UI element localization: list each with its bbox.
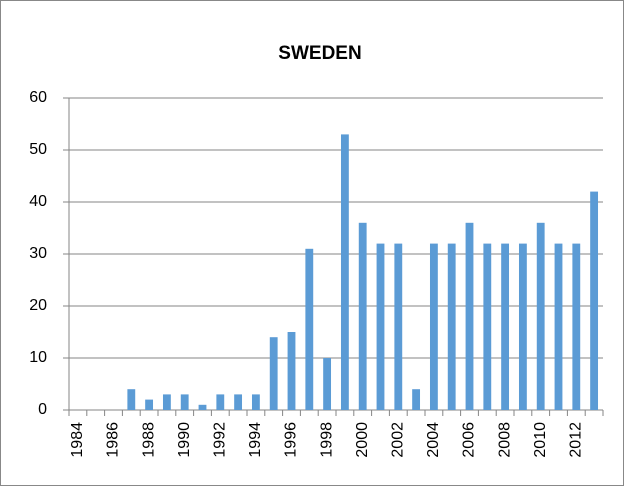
bar: [590, 191, 599, 410]
bar: [180, 394, 189, 410]
x-tick-label: 1992: [212, 422, 229, 458]
chart-title: SWEDEN: [278, 43, 361, 64]
bar: [234, 394, 243, 410]
bar: [340, 134, 349, 410]
bar: [358, 222, 367, 410]
x-tick-label: 2008: [496, 422, 513, 458]
x-tick-label: 2002: [390, 422, 407, 458]
bar: [323, 358, 332, 410]
bar: [216, 394, 225, 410]
x-tick-label: 1994: [247, 422, 264, 458]
x-tick-label: 1998: [318, 422, 335, 458]
x-tick-label: 2012: [568, 422, 585, 458]
bar: [287, 332, 296, 410]
bar: [412, 389, 421, 410]
bar: [305, 248, 314, 410]
bar: [465, 222, 474, 410]
bar: [518, 243, 527, 410]
y-tick-label: 60: [29, 89, 47, 106]
x-tick-label: 1990: [176, 422, 193, 458]
bar: [376, 243, 385, 410]
y-tick-label: 40: [29, 193, 47, 210]
x-tick-label: 1988: [140, 422, 157, 458]
bar: [251, 394, 260, 410]
x-tick-label: 2010: [532, 422, 549, 458]
y-tick-label: 20: [29, 297, 47, 314]
bar: [127, 389, 136, 410]
x-tick-label: 1986: [105, 422, 122, 458]
bar: [394, 243, 403, 410]
bar: [269, 337, 278, 410]
y-tick-label: 10: [29, 349, 47, 366]
x-tick-label: 2004: [425, 422, 442, 458]
y-tick-label: 0: [38, 401, 47, 418]
x-tick-label: 2000: [354, 422, 371, 458]
bar: [145, 399, 154, 410]
bar: [554, 243, 563, 410]
x-tick-label: 1984: [69, 422, 86, 458]
y-tick-label: 30: [29, 245, 47, 262]
x-tick-label: 2006: [461, 422, 478, 458]
bar: [429, 243, 438, 410]
x-tick-label: 1996: [283, 422, 300, 458]
bar: [536, 222, 545, 410]
bar: [162, 394, 171, 410]
bar: [447, 243, 456, 410]
bar: [483, 243, 492, 410]
bar: [501, 243, 510, 410]
bar: [572, 243, 581, 410]
y-tick-label: 50: [29, 141, 47, 158]
bar: [198, 404, 207, 410]
